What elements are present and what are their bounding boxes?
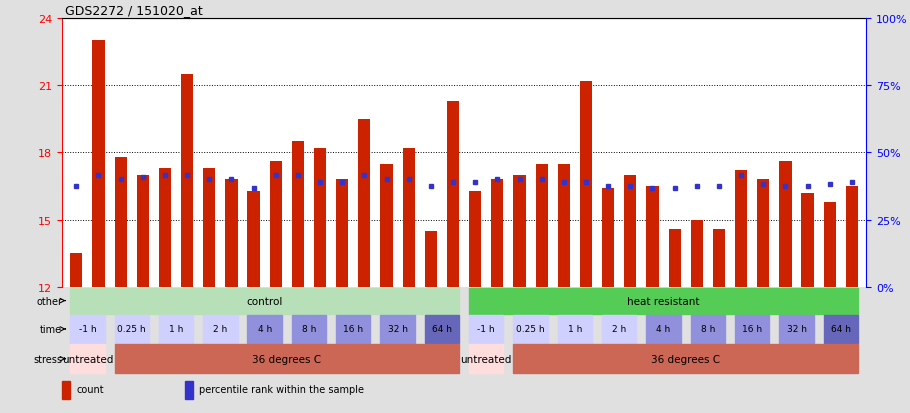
- Bar: [691, 220, 703, 287]
- Bar: [513, 344, 858, 373]
- Text: 32 h: 32 h: [388, 325, 408, 334]
- Bar: [602, 315, 636, 344]
- Bar: [402, 149, 415, 287]
- Text: percentile rank within the sample: percentile rank within the sample: [199, 384, 364, 394]
- Bar: [469, 315, 503, 344]
- Text: 4 h: 4 h: [258, 325, 272, 334]
- Text: untreated: untreated: [460, 354, 512, 364]
- Bar: [185, 382, 193, 399]
- Text: count: count: [76, 384, 104, 394]
- Bar: [70, 344, 105, 373]
- Bar: [159, 315, 193, 344]
- Bar: [469, 288, 858, 314]
- Bar: [380, 164, 392, 287]
- Bar: [779, 162, 792, 287]
- Bar: [779, 315, 814, 344]
- Text: 16 h: 16 h: [743, 325, 763, 334]
- Text: 1 h: 1 h: [568, 325, 582, 334]
- Bar: [70, 288, 460, 314]
- Bar: [248, 315, 282, 344]
- Text: 16 h: 16 h: [343, 325, 363, 334]
- Bar: [292, 142, 304, 287]
- Bar: [513, 176, 526, 287]
- Bar: [314, 149, 326, 287]
- Bar: [469, 344, 503, 373]
- Text: GDS2272 / 151020_at: GDS2272 / 151020_at: [65, 4, 202, 17]
- Text: 1 h: 1 h: [169, 325, 183, 334]
- Text: 36 degrees C: 36 degrees C: [252, 354, 321, 364]
- Text: time: time: [40, 324, 62, 334]
- Bar: [691, 315, 725, 344]
- Bar: [802, 193, 814, 287]
- Bar: [70, 254, 83, 287]
- Bar: [646, 315, 681, 344]
- Bar: [115, 157, 126, 287]
- Bar: [824, 202, 836, 287]
- Bar: [425, 315, 460, 344]
- Text: stress: stress: [34, 354, 62, 364]
- Text: 64 h: 64 h: [831, 325, 851, 334]
- Bar: [226, 180, 238, 287]
- Bar: [159, 169, 171, 287]
- Bar: [359, 119, 370, 287]
- Text: control: control: [247, 296, 283, 306]
- Bar: [536, 164, 548, 287]
- Bar: [558, 315, 592, 344]
- Bar: [845, 187, 858, 287]
- Bar: [115, 315, 149, 344]
- Bar: [92, 41, 105, 287]
- Bar: [513, 315, 548, 344]
- Bar: [558, 164, 570, 287]
- Bar: [735, 315, 769, 344]
- Text: -1 h: -1 h: [478, 325, 495, 334]
- Bar: [646, 187, 659, 287]
- Bar: [62, 382, 70, 399]
- Bar: [757, 180, 769, 287]
- Bar: [336, 315, 370, 344]
- Bar: [735, 171, 747, 287]
- Bar: [425, 231, 437, 287]
- Text: 8 h: 8 h: [701, 325, 715, 334]
- Text: 32 h: 32 h: [786, 325, 806, 334]
- Bar: [669, 229, 681, 287]
- Bar: [248, 191, 259, 287]
- Bar: [469, 191, 481, 287]
- Text: 36 degrees C: 36 degrees C: [652, 354, 721, 364]
- Text: 2 h: 2 h: [612, 325, 626, 334]
- Text: 8 h: 8 h: [302, 325, 316, 334]
- Text: 0.25 h: 0.25 h: [117, 325, 146, 334]
- Bar: [203, 315, 238, 344]
- Bar: [824, 315, 858, 344]
- Bar: [203, 169, 216, 287]
- Text: 0.25 h: 0.25 h: [516, 325, 545, 334]
- Text: other: other: [36, 296, 62, 306]
- Bar: [115, 344, 460, 373]
- Text: 4 h: 4 h: [656, 325, 671, 334]
- Bar: [336, 180, 349, 287]
- Text: 2 h: 2 h: [213, 325, 228, 334]
- Bar: [624, 176, 636, 287]
- Bar: [269, 162, 282, 287]
- Bar: [292, 315, 326, 344]
- Bar: [70, 315, 105, 344]
- Text: untreated: untreated: [62, 354, 113, 364]
- Bar: [380, 315, 415, 344]
- Text: -1 h: -1 h: [78, 325, 96, 334]
- Bar: [580, 81, 592, 287]
- Text: 64 h: 64 h: [432, 325, 452, 334]
- Bar: [136, 176, 149, 287]
- Bar: [602, 189, 614, 287]
- Text: heat resistant: heat resistant: [627, 296, 700, 306]
- Bar: [713, 229, 725, 287]
- Bar: [491, 180, 503, 287]
- Bar: [447, 102, 460, 287]
- Bar: [181, 75, 193, 287]
